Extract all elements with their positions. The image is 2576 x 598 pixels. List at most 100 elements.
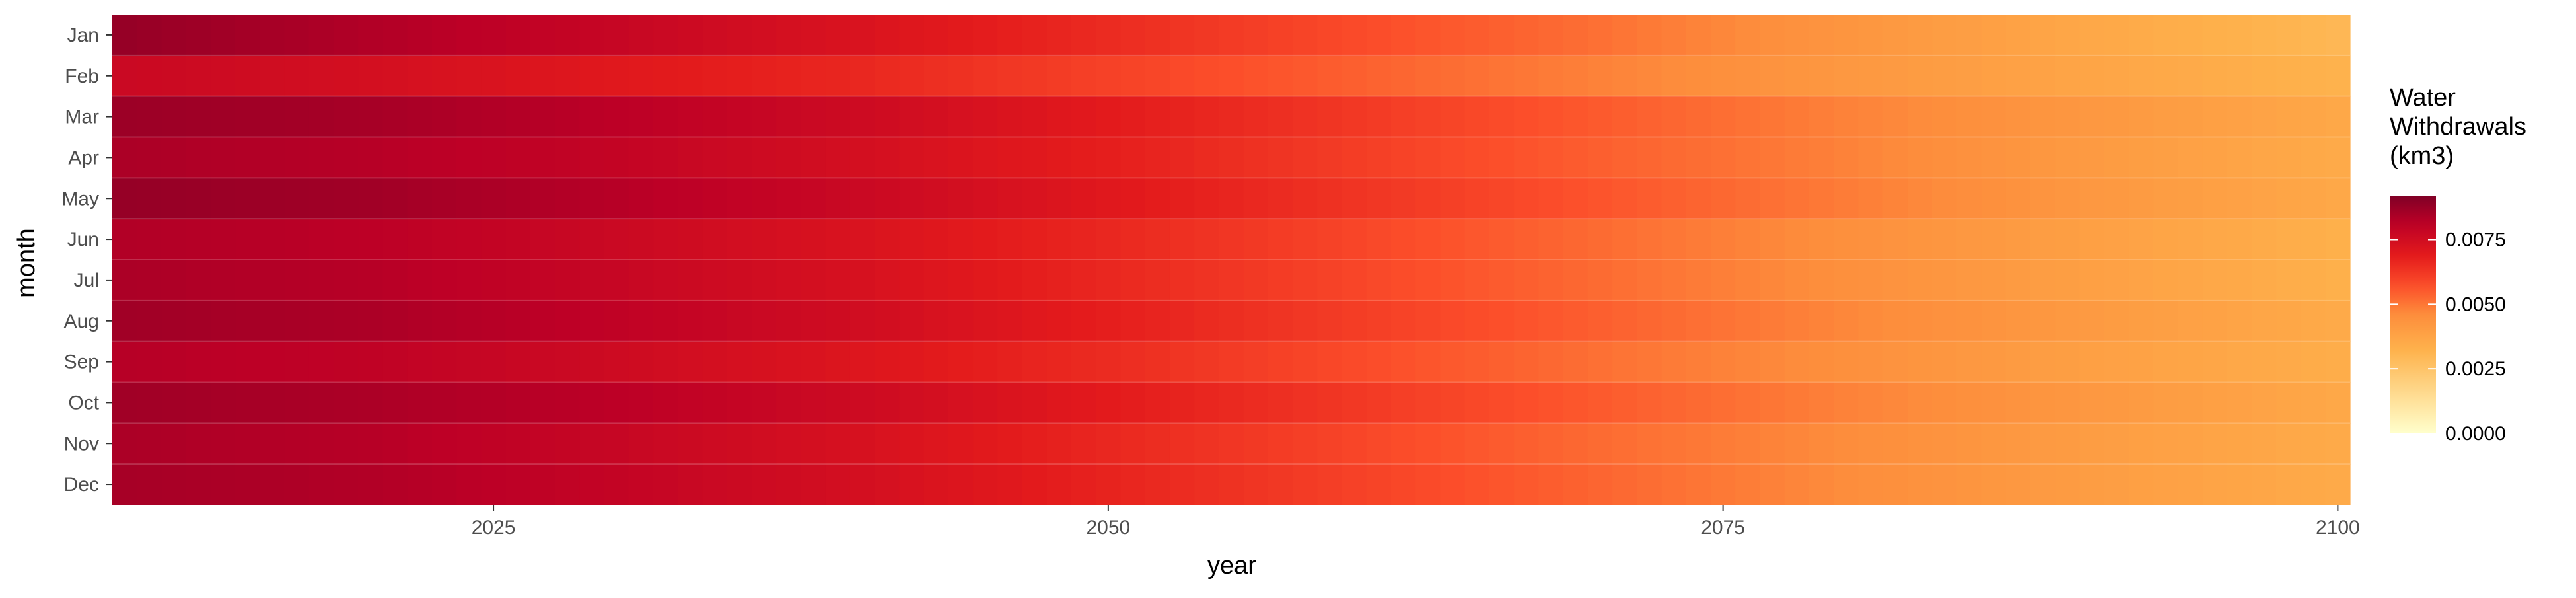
heatmap-cell [727,178,752,219]
heatmap-cell [407,423,433,465]
heatmap-cell [505,260,531,301]
heatmap-cell [1219,178,1244,219]
heatmap-cell [1022,300,1048,342]
heatmap-cell [628,423,654,465]
heatmap-cell [112,260,137,301]
heatmap-cell [875,178,900,219]
heatmap-cell [555,341,580,383]
heatmap-cell [1612,423,1637,465]
heatmap-cell [1219,137,1244,178]
heatmap-cell [1440,219,1466,260]
heatmap-cell [1243,55,1269,97]
heatmap-cell [1415,464,1441,505]
heatmap-cell [1071,178,1096,219]
heatmap-cell [2153,423,2178,465]
heatmap-cell [555,260,580,301]
heatmap-cell [1981,137,2007,178]
heatmap-cell [1587,423,1613,465]
heatmap-cell [407,260,433,301]
heatmap-cell [776,137,802,178]
legend-title-line: (km3) [2390,142,2454,170]
heatmap-cell [628,464,654,505]
heatmap-cell [1735,15,1761,56]
heatmap-cell [1391,423,1416,465]
heatmap-cell [1735,382,1761,424]
heatmap-cell [186,260,211,301]
heatmap-cell [678,15,703,56]
heatmap-cell [161,300,187,342]
heatmap-cell [1317,341,1343,383]
heatmap-cell [1514,96,1539,138]
heatmap-cell [137,260,162,301]
heatmap-cell [2128,178,2154,219]
heatmap-cell [284,423,310,465]
heatmap-cell [2276,423,2302,465]
heatmap-cell [653,464,678,505]
heatmap-cell [432,382,457,424]
heatmap-cell [825,219,851,260]
heatmap-cell [604,341,629,383]
heatmap-cell [801,341,826,383]
heatmap-cell [1538,137,1564,178]
heatmap-cell [1882,341,1908,383]
heatmap-cell [1834,178,1859,219]
heatmap-cell [849,423,875,465]
heatmap-cell [1538,341,1564,383]
heatmap-cell [407,300,433,342]
heatmap-cell [432,300,457,342]
heatmap-cell [2252,300,2277,342]
heatmap-cell [1981,15,2007,56]
heatmap-cell [2104,423,2129,465]
heatmap-cell [1243,260,1269,301]
heatmap-cell [1071,341,1096,383]
heatmap-cell [1637,96,1663,138]
heatmap-cell [161,341,187,383]
heatmap-cell [1538,423,1564,465]
heatmap-cell [1612,55,1637,97]
heatmap-cell [1711,423,1736,465]
heatmap-cell [1538,178,1564,219]
heatmap-cell [579,137,605,178]
y-axis-title: month [13,228,40,298]
heatmap-cell [1391,341,1416,383]
heatmap-cell [1981,341,2007,383]
heatmap-cell [382,96,408,138]
heatmap-cell [1194,15,1219,56]
heatmap-cell [727,96,752,138]
heatmap-cell [1808,96,1834,138]
heatmap-cell [1956,260,1982,301]
heatmap-cell [1366,382,1392,424]
heatmap-cell [1882,15,1908,56]
heatmap-cell [2178,341,2203,383]
heatmap-cell [260,300,285,342]
legend-ticks: 0.0000 0.0025 0.0050 0.0075 [2390,229,2506,445]
heatmap-cell [1563,55,1589,97]
heatmap-cell [1711,15,1736,56]
heatmap-cell [555,178,580,219]
heatmap-cell [1464,55,1490,97]
heatmap-cell [752,382,777,424]
heatmap-cell [825,15,851,56]
heatmap-cell [481,423,507,465]
heatmap-cell [678,55,703,97]
heatmap-cell [973,382,998,424]
heatmap-cell [1956,96,1982,138]
heatmap-cell [899,464,925,505]
heatmap-cell [505,55,531,97]
heatmap-cell [1808,137,1834,178]
heatmap-cell [1784,464,1810,505]
heatmap-cell [1907,341,1933,383]
heatmap-cell [604,300,629,342]
heatmap-cell [1538,260,1564,301]
y-tick-label: Apr [68,147,99,168]
heatmap-cell [1563,423,1589,465]
heatmap-cell [1612,178,1637,219]
heatmap-cell [1342,382,1367,424]
heatmap-cell [1317,382,1343,424]
heatmap-cell [235,178,260,219]
heatmap-cell [1760,300,1785,342]
heatmap-cell [997,300,1023,342]
heatmap-cell [1317,137,1343,178]
heatmap-cell [2030,464,2056,505]
